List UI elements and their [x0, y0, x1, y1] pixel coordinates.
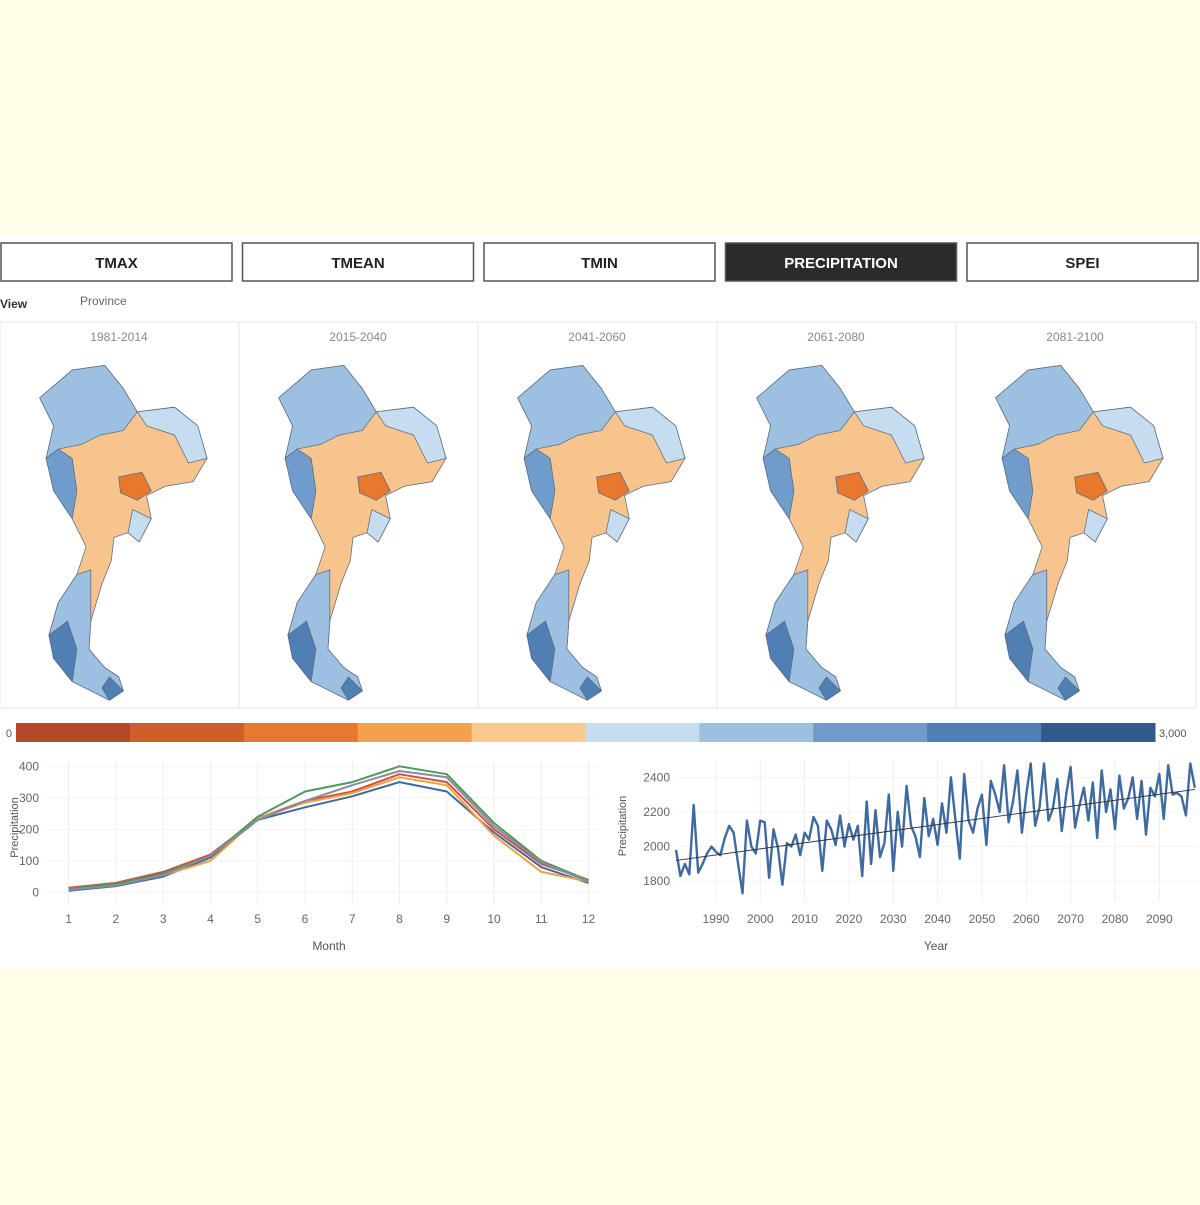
x-tick-label: 2030 — [880, 912, 907, 926]
data-line — [674, 762, 1196, 895]
legend-max: 3,000 — [1159, 728, 1187, 740]
period-label: 2015-2040 — [329, 330, 387, 344]
y-tick-label: 200 — [19, 822, 39, 836]
x-axis-title: Year — [924, 939, 948, 953]
view-value: Province — [80, 294, 127, 308]
legend-min: 0 — [6, 728, 12, 740]
tab[interactable] — [241, 242, 475, 282]
legend-swatch — [16, 723, 131, 742]
x-tick-label: 3 — [160, 912, 167, 926]
x-tick-label: 6 — [302, 912, 309, 926]
data-line — [68, 765, 589, 890]
x-tick-label: 8 — [396, 912, 403, 926]
y-tick-label: 1800 — [643, 874, 670, 888]
legend-swatch — [243, 723, 359, 742]
x-tick-label: 11 — [535, 912, 548, 926]
period-label: 2081-2100 — [1046, 330, 1104, 344]
x-tick-label: 2070 — [1057, 912, 1084, 926]
tab-label[interactable]: SPEI — [1065, 255, 1099, 272]
x-tick-label: 10 — [487, 912, 501, 926]
y-axis-title: Precipitation — [617, 796, 629, 857]
x-tick-label: 2000 — [747, 912, 774, 926]
tab[interactable] — [966, 242, 1199, 282]
view-label: View — [0, 297, 28, 311]
legend-swatch — [699, 723, 814, 742]
y-tick-label: 2000 — [643, 840, 670, 854]
x-tick-label: 7 — [349, 912, 356, 926]
tab-label[interactable]: PRECIPITATION — [784, 255, 898, 272]
x-tick-label: 2010 — [791, 912, 818, 926]
x-tick-label: 2060 — [1013, 912, 1040, 926]
dashboard-panel — [0, 235, 1200, 968]
x-tick-label: 5 — [254, 912, 261, 926]
data-line — [68, 770, 589, 891]
period-label: 2041-2060 — [568, 330, 626, 344]
x-tick-label: 9 — [443, 912, 450, 926]
tab-label[interactable]: TMAX — [95, 255, 138, 272]
x-tick-label: 2050 — [969, 912, 996, 926]
x-tick-label: 2090 — [1146, 912, 1173, 926]
x-tick-label: 2020 — [836, 912, 863, 926]
x-tick-label: 1 — [65, 912, 72, 926]
legend-swatch — [927, 723, 1042, 742]
y-tick-label: 100 — [19, 854, 39, 868]
y-tick-label: 2200 — [643, 805, 670, 819]
y-tick-label: 300 — [19, 791, 39, 805]
legend-swatch — [813, 723, 928, 742]
period-label: 2061-2080 — [807, 330, 865, 344]
y-tick-label: 2400 — [643, 770, 670, 784]
x-tick-label: 2040 — [924, 912, 951, 926]
x-tick-label: 1990 — [703, 912, 730, 926]
legend-swatch — [585, 723, 700, 742]
x-tick-label: 4 — [207, 912, 214, 926]
data-line — [68, 773, 589, 889]
trend-line — [675, 788, 1195, 861]
tab[interactable] — [0, 242, 233, 282]
y-axis-title: Precipitation — [9, 797, 21, 858]
x-tick-label: 2080 — [1102, 912, 1129, 926]
tab-label[interactable]: TMEAN — [331, 255, 384, 272]
x-tick-label: 12 — [582, 912, 596, 926]
legend-swatch — [471, 723, 586, 742]
period-label: 1981-2014 — [90, 330, 148, 344]
x-axis-title: Month — [312, 939, 345, 953]
x-tick-label: 2 — [113, 912, 120, 926]
maps-frame — [0, 321, 1197, 709]
data-line — [68, 781, 589, 892]
tab-label[interactable]: TMIN — [581, 255, 618, 272]
tab[interactable] — [724, 242, 958, 282]
legend-swatch — [1041, 723, 1156, 742]
legend-swatch — [357, 723, 473, 742]
tab[interactable] — [483, 242, 716, 282]
y-tick-label: 400 — [19, 759, 39, 773]
y-tick-label: 0 — [32, 885, 39, 899]
legend-swatch — [129, 723, 245, 742]
